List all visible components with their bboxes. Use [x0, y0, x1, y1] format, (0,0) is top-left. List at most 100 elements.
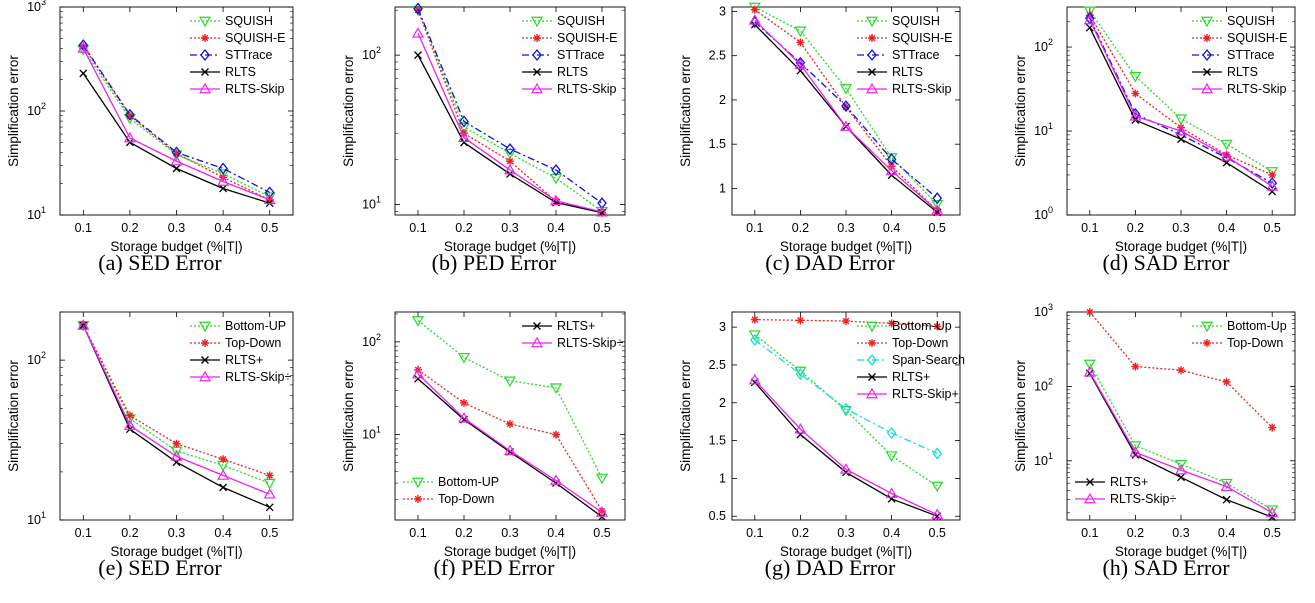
legend-entry: RLTS-Skip: [857, 82, 952, 96]
data-point: [1083, 359, 1096, 371]
legend-label: Top-Down: [438, 492, 494, 506]
data-point: [505, 143, 515, 156]
y-tick-label: 1: [719, 181, 726, 195]
legend: RLTS+ RLTS-Skip÷: [1075, 475, 1177, 506]
data-point: [1083, 13, 1096, 25]
legend-entry: RLTS+: [190, 353, 263, 367]
y-axis-label: Simplification error: [341, 360, 356, 472]
x-tick-label: 0.4: [547, 526, 564, 540]
y-tick-label: 101: [362, 425, 381, 442]
data-point: [170, 450, 183, 461]
data-point: [1177, 135, 1185, 144]
chart-panel-7: 0.5 1 1.5 2 2.5 3 0.1 0.2 0.3 0.4 0.5 Storage budge…: [678, 311, 965, 580]
y-tick-label: 2: [719, 93, 726, 107]
legend-label: RLTS+: [892, 370, 930, 384]
x-tick-label: 0.5: [1264, 526, 1281, 540]
legend-label: Top-Down: [225, 336, 281, 350]
data-point: [842, 317, 850, 326]
chart-panel-4: 100 101 102 0.1 0.2 0.3 0.4 0.5 Storage budget (…: [1013, 6, 1296, 275]
legend-label: STTrace: [892, 48, 940, 62]
legend-marker: [201, 68, 209, 76]
data-point: [549, 474, 563, 485]
data-point: [172, 149, 181, 158]
series-line: [417, 8, 603, 204]
legend-marker: [1200, 16, 1214, 28]
legend-label: RLTS-Skip÷: [225, 370, 292, 384]
data-point: [839, 463, 853, 474]
series-top-down: [750, 315, 942, 331]
y-tick-label: 3: [719, 4, 726, 18]
data-point: [1129, 446, 1142, 457]
data-point: [265, 471, 274, 480]
y-axis-label: Simplification error: [6, 55, 21, 167]
x-tick-label: 0.4: [1218, 221, 1235, 235]
data-point: [598, 507, 606, 516]
legend-label: RLTS: [225, 65, 256, 79]
series-rlts-skip-: [1083, 366, 1279, 518]
data-point: [1177, 473, 1185, 482]
legend-marker: [1083, 492, 1097, 504]
legend-entry: RLTS+: [1075, 475, 1148, 489]
y-tick-label: 103: [27, 0, 46, 14]
data-point: [839, 120, 853, 131]
legend-entry: STTrace: [857, 48, 940, 62]
data-point: [887, 319, 896, 328]
y-axis-label: Simplification error: [1013, 360, 1028, 472]
series-squish: [1083, 6, 1279, 178]
y-tick-label: 0.5: [709, 509, 726, 523]
series-line: [417, 369, 603, 512]
x-tick-label: 0.1: [409, 526, 426, 540]
panel-caption: (g) DAD Error: [765, 555, 896, 580]
legend-entry: SQUISH: [1192, 14, 1275, 28]
series-rlts-skip-: [411, 367, 609, 517]
y-tick-label: 2.5: [709, 49, 726, 63]
data-point: [503, 376, 517, 388]
data-point: [1085, 308, 1094, 316]
data-point: [1220, 480, 1233, 491]
legend-entry: RLTS+: [857, 370, 930, 384]
data-point: [932, 192, 943, 205]
legend-marker: [868, 373, 876, 381]
series-line: [417, 9, 603, 212]
data-point: [77, 319, 90, 330]
legend-entry: Span-Search: [857, 353, 965, 367]
data-point: [1177, 366, 1185, 375]
data-point: [457, 353, 471, 364]
series-line: [82, 325, 270, 495]
data-point: [125, 411, 134, 420]
data-point: [78, 39, 89, 52]
x-tick-label: 0.4: [883, 526, 900, 540]
series-squish-e: [1085, 11, 1277, 179]
x-tick-label: 0.3: [501, 221, 518, 235]
legend-marker: [411, 477, 425, 489]
data-point: [218, 162, 228, 175]
legend-label: SQUISH-E: [557, 31, 617, 45]
legend-entry: RLTS-Skip: [1192, 82, 1287, 96]
legend-marker: [533, 68, 541, 76]
y-tick-label: 101: [1034, 121, 1053, 138]
legend-entry: RLTS-Skip÷: [1075, 492, 1177, 506]
data-point: [264, 186, 275, 199]
x-tick-label: 0.3: [837, 526, 854, 540]
legend-label: RLTS+: [225, 353, 263, 367]
legend-marker: [867, 353, 877, 367]
x-axis-label: Storage budget (%|T|): [1115, 239, 1247, 254]
legend: Bottom-Up Top-Down Span-Search RLTS+ RLTS-Sk…: [857, 319, 965, 401]
legend-entry: Bottom-UP: [190, 319, 286, 333]
y-tick-label: 1: [719, 471, 726, 485]
legend-entry: Bottom-Up: [1192, 319, 1287, 333]
x-axis-label: Storage budget (%|T|): [1115, 544, 1247, 559]
legend-label: RLTS: [892, 65, 923, 79]
series-line: [754, 379, 938, 516]
legend-entry: RLTS-Skip+: [857, 387, 959, 401]
x-tick-label: 0.1: [75, 526, 92, 540]
x-tick-label: 0.1: [409, 221, 426, 235]
data-point: [265, 503, 274, 512]
y-tick-label: 102: [1034, 37, 1053, 54]
data-point: [1083, 6, 1096, 18]
legend-label: Bottom-Up: [892, 319, 952, 333]
legend-marker: [533, 322, 541, 330]
x-tick-label: 0.5: [929, 526, 946, 540]
data-point: [460, 398, 468, 407]
data-point: [1129, 441, 1142, 452]
